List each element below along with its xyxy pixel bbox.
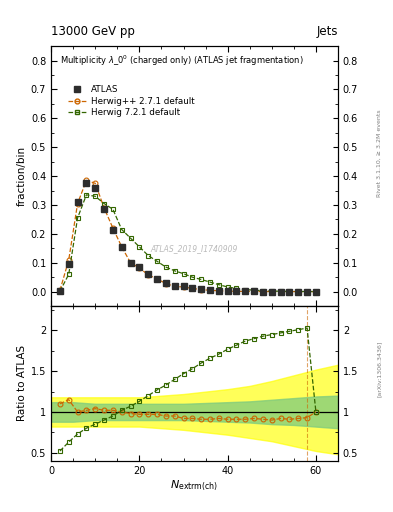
Text: Rivet 3.1.10, ≥ 3.2M events: Rivet 3.1.10, ≥ 3.2M events — [377, 110, 382, 198]
Text: Jets: Jets — [316, 26, 338, 38]
Text: ATLAS_2019_I1740909: ATLAS_2019_I1740909 — [151, 244, 238, 253]
Text: 13000 GeV pp: 13000 GeV pp — [51, 26, 135, 38]
Y-axis label: fraction/bin: fraction/bin — [17, 146, 27, 206]
Y-axis label: Ratio to ATLAS: Ratio to ATLAS — [17, 346, 27, 421]
Legend: ATLAS, Herwig++ 2.7.1 default, Herwig 7.2.1 default: ATLAS, Herwig++ 2.7.1 default, Herwig 7.… — [64, 81, 198, 121]
Text: Multiplicity $\lambda\_0^0$ (charged only) (ATLAS jet fragmentation): Multiplicity $\lambda\_0^0$ (charged onl… — [60, 54, 303, 68]
X-axis label: $N_{\mathrm{extrm(ch)}}$: $N_{\mathrm{extrm(ch)}}$ — [171, 478, 219, 493]
Text: [arXiv:1306.3436]: [arXiv:1306.3436] — [377, 340, 382, 397]
